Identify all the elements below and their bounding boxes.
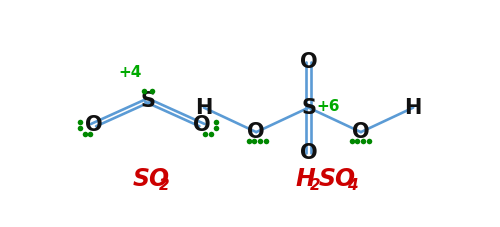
Text: H: H <box>404 98 422 118</box>
Text: SO: SO <box>132 167 170 191</box>
Text: O: O <box>300 143 318 163</box>
Text: +6: +6 <box>316 99 340 114</box>
Text: 2: 2 <box>158 178 169 193</box>
Text: 2: 2 <box>310 178 320 193</box>
Text: O: O <box>300 52 318 72</box>
Text: S: S <box>301 98 316 118</box>
Text: +4: +4 <box>118 65 142 80</box>
Text: O: O <box>352 122 370 142</box>
Text: SO: SO <box>318 167 356 191</box>
Text: O: O <box>248 122 265 142</box>
Text: H: H <box>195 98 212 118</box>
Text: O: O <box>193 115 211 135</box>
Text: O: O <box>84 115 102 135</box>
Text: 4: 4 <box>346 178 357 193</box>
Text: S: S <box>140 91 155 111</box>
Text: H: H <box>295 167 315 191</box>
